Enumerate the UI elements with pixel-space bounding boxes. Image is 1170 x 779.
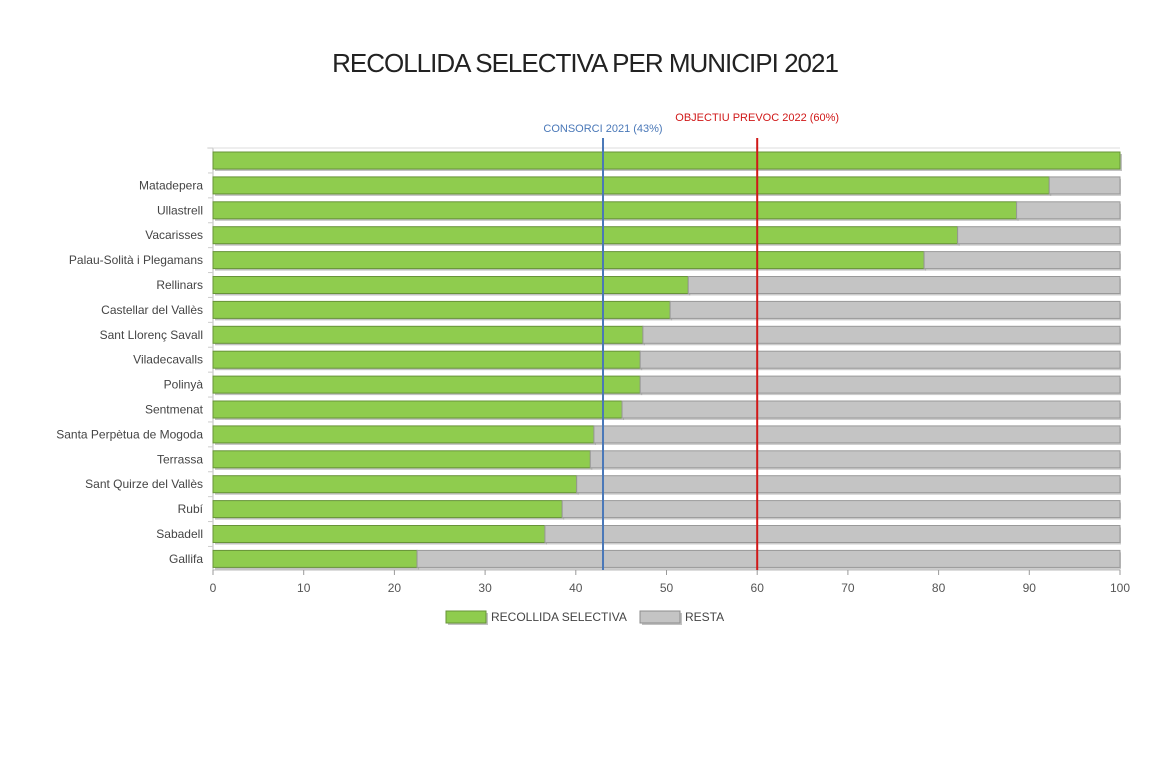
category-label: Matadepera <box>139 178 203 192</box>
bar-resta <box>593 425 1121 444</box>
bar-recollida-selectiva <box>212 325 644 344</box>
x-tick-label: 30 <box>478 581 492 595</box>
category-label: Rellinars <box>156 278 203 292</box>
bar-resta <box>639 350 1121 369</box>
bar-recollida-selectiva <box>212 176 1050 195</box>
bar-resta <box>416 549 1121 568</box>
category-label: Sant Llorenç Savall <box>100 328 203 342</box>
category-label: Ullastrell <box>157 203 203 217</box>
bar-recollida-selectiva <box>212 350 641 369</box>
bar-resta <box>589 450 1121 469</box>
x-tick-label: 50 <box>660 581 674 595</box>
reference-line-label: CONSORCI 2021 (43%) <box>543 123 662 135</box>
x-tick-label: 60 <box>751 581 765 595</box>
x-tick-label: 70 <box>841 581 855 595</box>
bar-recollida-selectiva <box>212 549 418 568</box>
bar-recollida-selectiva <box>212 375 641 394</box>
category-label: Rubí <box>178 502 204 516</box>
bar-resta <box>669 300 1121 319</box>
x-tick-label: 10 <box>297 581 311 595</box>
category-label: Santa Perpètua de Mogoda <box>56 427 203 441</box>
category-label: Castellar del Vallès <box>101 303 203 317</box>
legend-swatch <box>445 610 487 624</box>
bar-resta <box>642 325 1121 344</box>
bar-recollida-selectiva <box>212 276 689 294</box>
bar-resta <box>1016 201 1121 220</box>
reference-line-label: OBJECTIU PREVOC 2022 (60%) <box>675 112 839 124</box>
bar-recollida-selectiva <box>212 525 546 543</box>
x-tick-label: 0 <box>210 581 217 595</box>
category-label: Sentmenat <box>145 403 204 417</box>
legend-label: RESTA <box>685 610 724 624</box>
legend-label: RECOLLIDA SELECTIVA <box>491 610 627 624</box>
category-label: Terrassa <box>157 452 203 466</box>
x-tick-label: 20 <box>388 581 402 595</box>
bar-resta <box>923 251 1121 270</box>
bar-resta <box>576 475 1121 494</box>
bar-recollida-selectiva <box>212 425 595 444</box>
category-label: Palau-Solità i Plegamans <box>69 253 203 267</box>
legend-swatch <box>639 610 681 624</box>
bar-resta <box>957 226 1121 245</box>
x-tick-label: 40 <box>569 581 583 595</box>
x-tick-label: 90 <box>1023 581 1037 595</box>
bar-resta <box>561 500 1121 519</box>
bar-recollida-selectiva <box>212 201 1018 220</box>
bar-recollida-selectiva <box>212 300 671 319</box>
bar-recollida-selectiva <box>212 226 959 245</box>
category-label: Viladecavalls <box>133 353 203 367</box>
bar-recollida-selectiva <box>212 500 563 519</box>
bar-recollida-selectiva <box>212 450 591 469</box>
x-tick-label: 80 <box>932 581 946 595</box>
category-label: Sant Quirze del Vallès <box>85 477 203 491</box>
bar-recollida-selectiva <box>212 151 1121 170</box>
category-label: Vacarisses <box>145 228 203 242</box>
chart-title: RECOLLIDA SELECTIVA PER MUNICIPI 2021 <box>332 48 839 78</box>
bar-recollida-selectiva <box>212 400 623 419</box>
category-label: Polinyà <box>164 378 204 392</box>
bar-recollida-selectiva <box>212 251 925 270</box>
bar-resta <box>544 525 1121 543</box>
bar-resta <box>1048 176 1121 195</box>
bar-recollida-selectiva <box>212 475 578 494</box>
x-tick-label: 100 <box>1110 581 1130 595</box>
category-label: Gallifa <box>169 552 203 566</box>
bar-resta <box>621 400 1121 419</box>
category-label: Sabadell <box>156 527 203 541</box>
bar-resta <box>639 375 1121 394</box>
bar-resta <box>687 276 1121 294</box>
